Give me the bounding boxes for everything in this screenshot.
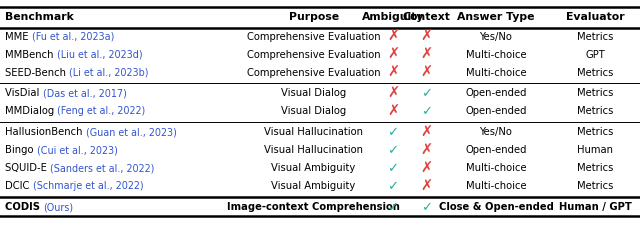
Text: ✓: ✓ — [387, 180, 399, 193]
Text: Visual Hallucination: Visual Hallucination — [264, 127, 363, 137]
Text: (Ours): (Ours) — [44, 202, 74, 212]
Text: ✗: ✗ — [420, 29, 433, 44]
Text: Metrics: Metrics — [577, 127, 613, 137]
Text: Yes/No: Yes/No — [479, 127, 513, 137]
Text: Human: Human — [577, 145, 613, 155]
Text: Visual Dialog: Visual Dialog — [281, 107, 346, 116]
Text: ✗: ✗ — [420, 179, 433, 194]
Text: (Fu et al., 2023a): (Fu et al., 2023a) — [32, 32, 114, 42]
Text: Purpose: Purpose — [289, 12, 339, 22]
Text: MMBench: MMBench — [5, 50, 57, 60]
Text: Ambiguity: Ambiguity — [362, 12, 424, 22]
Text: ✓: ✓ — [387, 126, 399, 139]
Text: (Cui et al., 2023): (Cui et al., 2023) — [36, 145, 118, 155]
Text: ✓: ✓ — [387, 162, 399, 175]
Text: ✗: ✗ — [387, 104, 399, 119]
Text: ✓: ✓ — [387, 144, 399, 157]
Text: Visual Hallucination: Visual Hallucination — [264, 145, 363, 155]
Text: ✗: ✗ — [387, 86, 399, 101]
Text: Metrics: Metrics — [577, 89, 613, 98]
Text: Open-ended: Open-ended — [465, 145, 527, 155]
Text: SEED-Bench: SEED-Bench — [5, 68, 69, 78]
Text: CODIS: CODIS — [5, 202, 44, 212]
Text: Multi-choice: Multi-choice — [466, 50, 526, 60]
Text: (Liu et al., 2023d): (Liu et al., 2023d) — [57, 50, 142, 60]
Text: (Das et al., 2017): (Das et al., 2017) — [43, 89, 127, 98]
Text: ✗: ✗ — [387, 47, 399, 62]
Text: Metrics: Metrics — [577, 32, 613, 42]
Text: ✓: ✓ — [421, 87, 433, 100]
Text: Visual Ambiguity: Visual Ambiguity — [271, 181, 356, 191]
Text: Evaluator: Evaluator — [566, 12, 625, 22]
Text: (Sanders et al., 2022): (Sanders et al., 2022) — [50, 163, 154, 173]
Text: ✗: ✗ — [387, 65, 399, 80]
Text: Open-ended: Open-ended — [465, 89, 527, 98]
Text: GPT: GPT — [586, 50, 605, 60]
Text: Yes/No: Yes/No — [479, 32, 513, 42]
Text: ✗: ✗ — [420, 143, 433, 158]
Text: ✗: ✗ — [420, 65, 433, 80]
Text: Context: Context — [403, 12, 451, 22]
Text: ✓: ✓ — [387, 201, 399, 214]
Text: Metrics: Metrics — [577, 68, 613, 78]
Text: VisDial: VisDial — [5, 89, 43, 98]
Text: Visual Dialog: Visual Dialog — [281, 89, 346, 98]
Text: ✗: ✗ — [420, 125, 433, 140]
Text: ✓: ✓ — [421, 201, 433, 214]
Text: MMDialog: MMDialog — [5, 107, 58, 116]
Text: DCIC: DCIC — [5, 181, 33, 191]
Text: Comprehensive Evaluation: Comprehensive Evaluation — [247, 50, 380, 60]
Text: Bingo: Bingo — [5, 145, 36, 155]
Text: Metrics: Metrics — [577, 107, 613, 116]
Text: Multi-choice: Multi-choice — [466, 163, 526, 173]
Text: (Feng et al., 2022): (Feng et al., 2022) — [58, 107, 146, 116]
Text: Comprehensive Evaluation: Comprehensive Evaluation — [247, 32, 380, 42]
Text: ✗: ✗ — [420, 161, 433, 176]
Text: (Guan et al., 2023): (Guan et al., 2023) — [86, 127, 177, 137]
Text: Metrics: Metrics — [577, 163, 613, 173]
Text: (Schmarje et al., 2022): (Schmarje et al., 2022) — [33, 181, 143, 191]
Text: ✗: ✗ — [420, 47, 433, 62]
Text: Human / GPT: Human / GPT — [559, 202, 632, 212]
Text: Multi-choice: Multi-choice — [466, 181, 526, 191]
Text: Visual Ambiguity: Visual Ambiguity — [271, 163, 356, 173]
Text: Close & Open-ended: Close & Open-ended — [438, 202, 554, 212]
Text: (Li et al., 2023b): (Li et al., 2023b) — [69, 68, 148, 78]
Text: SQUID-E: SQUID-E — [5, 163, 50, 173]
Text: ✓: ✓ — [421, 105, 433, 118]
Text: Metrics: Metrics — [577, 181, 613, 191]
Text: Benchmark: Benchmark — [5, 12, 74, 22]
Text: Open-ended: Open-ended — [465, 107, 527, 116]
Text: Comprehensive Evaluation: Comprehensive Evaluation — [247, 68, 380, 78]
Text: Multi-choice: Multi-choice — [466, 68, 526, 78]
Text: Image-context Comprehension: Image-context Comprehension — [227, 202, 400, 212]
Text: HallusionBench: HallusionBench — [5, 127, 86, 137]
Text: ✗: ✗ — [387, 29, 399, 44]
Text: MME: MME — [5, 32, 32, 42]
Text: Answer Type: Answer Type — [457, 12, 535, 22]
